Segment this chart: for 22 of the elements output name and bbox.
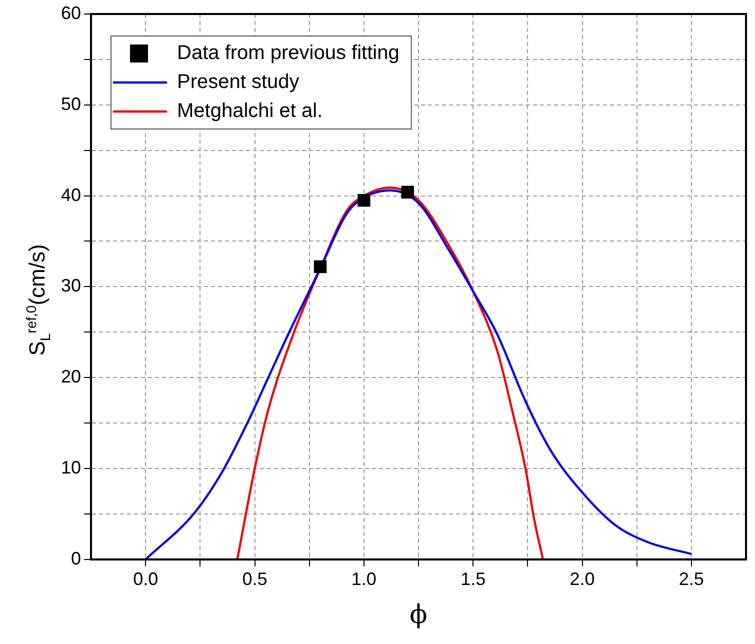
y-tick-label: 40 [60,184,82,205]
legend-label: Present study [177,71,300,94]
legend-label: Metghalchi et al. [177,100,323,122]
line-series [236,186,544,560]
legend-label: Data from previous fitting [177,42,400,64]
x-tick-label: 2.0 [570,569,595,590]
x-axis-title: ϕ [410,600,428,630]
x-tick-label: 0.5 [242,569,268,590]
x-tick-label: 0.0 [133,569,158,590]
x-tick-label: 1.0 [351,569,376,590]
point [401,186,414,199]
y-tick-label: 20 [60,366,82,387]
y-tick-label: 60 [60,2,82,23]
x-tick-label: 1.5 [460,569,486,590]
y-tick-label: 30 [60,276,82,296]
y-tick-label: 0 [71,548,82,568]
x-tick-label: 2.5 [678,569,704,590]
point [314,260,327,274]
point [358,194,370,207]
y-tick-label: 50 [60,94,82,114]
line-series [144,189,693,560]
y-tick-label: 10 [60,457,82,478]
